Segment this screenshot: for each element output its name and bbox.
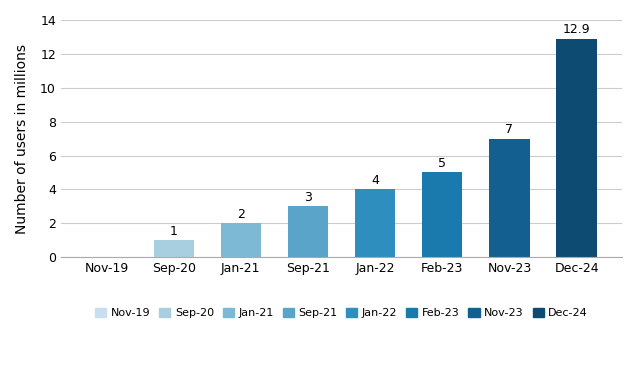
Legend: Nov-19, Sep-20, Jan-21, Sep-21, Jan-22, Feb-23, Nov-23, Dec-24: Nov-19, Sep-20, Jan-21, Sep-21, Jan-22, …: [91, 304, 592, 323]
Text: 5: 5: [438, 157, 446, 170]
Text: 4: 4: [371, 174, 379, 187]
Text: 3: 3: [304, 191, 312, 204]
Text: 2: 2: [237, 208, 244, 221]
Bar: [556, 39, 596, 257]
Y-axis label: Number of users in millions: Number of users in millions: [15, 44, 29, 234]
Bar: [355, 189, 396, 257]
Text: 12.9: 12.9: [563, 23, 591, 36]
Text: 1: 1: [170, 225, 178, 238]
Text: 7: 7: [506, 123, 513, 136]
Bar: [422, 173, 463, 257]
Bar: [154, 240, 194, 257]
Bar: [288, 206, 328, 257]
Bar: [221, 223, 261, 257]
Bar: [490, 139, 530, 257]
